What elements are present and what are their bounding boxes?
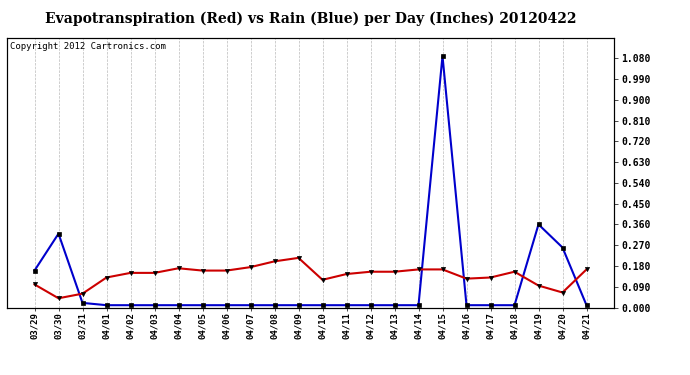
Text: Evapotranspiration (Red) vs Rain (Blue) per Day (Inches) 20120422: Evapotranspiration (Red) vs Rain (Blue) … <box>45 11 576 26</box>
Text: Copyright 2012 Cartronics.com: Copyright 2012 Cartronics.com <box>10 42 166 51</box>
